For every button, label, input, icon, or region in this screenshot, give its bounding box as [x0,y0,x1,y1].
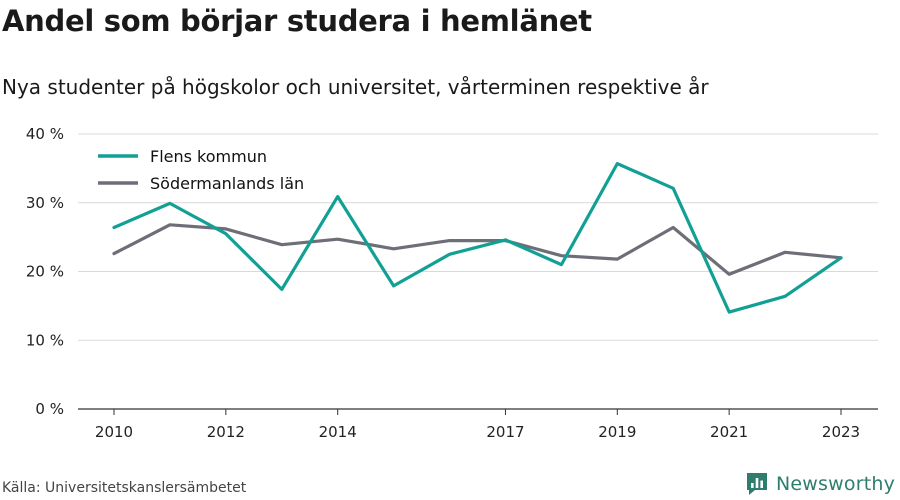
x-tick-label: 2019 [598,423,636,441]
source-note: Källa: Universitetskanslersämbetet [2,480,247,496]
legend: Flens kommun Södermanlands län [98,147,304,193]
series-line-0 [112,162,843,314]
legend-label: Södermanlands län [150,174,304,193]
chart-title: Andel som börjar studera i hemlänet [2,4,592,38]
y-tick-label: 20 % [26,263,64,281]
series-line-1 [112,223,843,276]
brand-logo: Newsworthy [745,470,895,498]
x-tick-label: 2017 [486,423,524,441]
x-tick-label: 2021 [710,423,748,441]
chart-subtitle: Nya studenter på högskolor och universit… [2,75,709,99]
x-tick-label: 2010 [95,423,133,441]
newsworthy-logo-icon [747,473,767,495]
x-axis-ticks: 2010 2012 2014 2017 2019 2021 2023 [95,409,860,441]
x-tick-label: 2012 [207,423,245,441]
gridlines [78,133,878,410]
series-lines [112,162,843,314]
y-tick-label: 30 % [26,194,64,212]
brand-name: Newsworthy [776,473,896,495]
x-tick-label: 2023 [822,423,860,441]
y-tick-label: 10 % [26,331,64,349]
legend-label: Flens kommun [150,147,267,166]
x-tick-label: 2014 [319,423,357,441]
y-tick-label: 40 % [26,125,64,143]
y-axis-ticks: 0 % 10 % 20 % 30 % 40 % [26,125,64,418]
y-tick-label: 0 % [35,400,64,418]
